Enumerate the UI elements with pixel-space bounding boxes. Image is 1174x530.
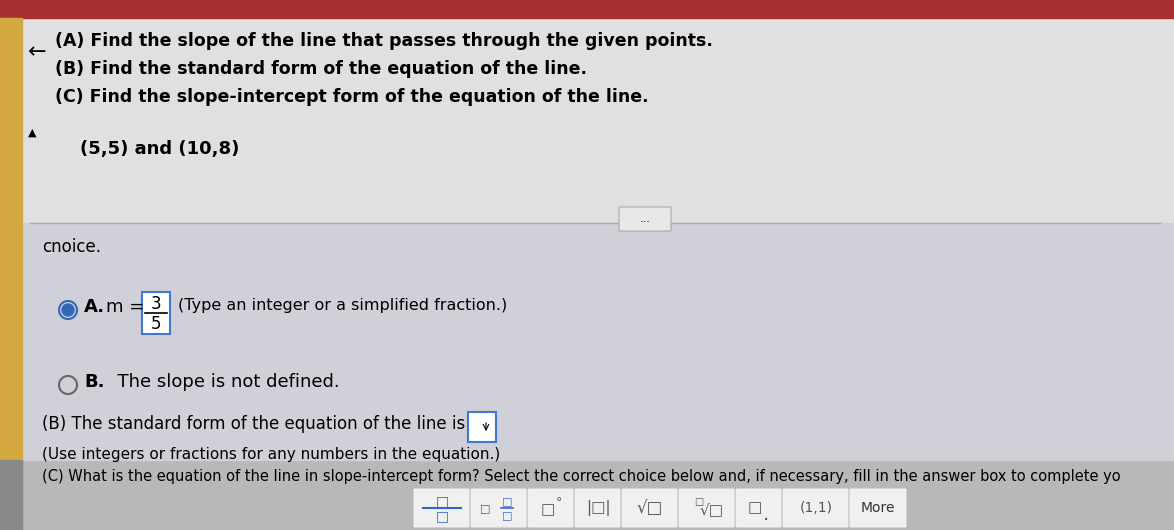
Text: (B) Find the standard form of the equation of the line.: (B) Find the standard form of the equati…	[55, 60, 587, 78]
Bar	[22, 223, 1174, 460]
Text: °: °	[555, 497, 562, 509]
FancyBboxPatch shape	[849, 488, 908, 528]
Text: cnoice.: cnoice.	[42, 238, 101, 256]
Text: (C) Find the slope-intercept form of the equation of the line.: (C) Find the slope-intercept form of the…	[55, 88, 648, 106]
Text: B.: B.	[85, 373, 104, 391]
FancyBboxPatch shape	[468, 412, 495, 442]
Text: □: □	[436, 509, 448, 523]
Text: |□|: |□|	[586, 500, 610, 516]
Text: More: More	[861, 501, 896, 515]
Text: The slope is not defined.: The slope is not defined.	[106, 373, 339, 391]
Text: (Type an integer or a simplified fraction.): (Type an integer or a simplified fractio…	[178, 298, 507, 313]
Text: √□: √□	[700, 502, 724, 517]
Text: ←: ←	[28, 42, 47, 62]
Bar	[0, 460, 22, 530]
Text: (A) Find the slope of the line that passes through the given points.: (A) Find the slope of the line that pass…	[55, 32, 713, 50]
Text: 3: 3	[150, 295, 161, 313]
FancyBboxPatch shape	[621, 488, 679, 528]
Text: 5: 5	[150, 315, 161, 333]
Bar	[0, 460, 1174, 530]
Bar	[0, 0, 1174, 18]
FancyBboxPatch shape	[619, 207, 672, 231]
Text: √□: √□	[636, 499, 663, 517]
Bar	[22, 18, 1174, 223]
Text: □: □	[541, 502, 555, 517]
FancyBboxPatch shape	[470, 488, 528, 528]
Text: ▲: ▲	[28, 128, 36, 138]
Text: ...: ...	[640, 214, 650, 224]
Text: A.: A.	[85, 298, 106, 316]
FancyBboxPatch shape	[527, 488, 575, 528]
FancyBboxPatch shape	[735, 488, 783, 528]
Text: □: □	[480, 503, 491, 513]
Text: (1,1): (1,1)	[799, 501, 832, 515]
Bar	[0, 18, 22, 530]
Text: □: □	[501, 510, 512, 520]
FancyBboxPatch shape	[142, 292, 170, 334]
FancyBboxPatch shape	[782, 488, 850, 528]
FancyBboxPatch shape	[679, 488, 736, 528]
Text: (Use integers or fractions for any numbers in the equation.): (Use integers or fractions for any numbe…	[42, 447, 500, 462]
FancyBboxPatch shape	[574, 488, 622, 528]
FancyBboxPatch shape	[413, 488, 471, 528]
Text: □: □	[501, 496, 512, 506]
Circle shape	[62, 304, 74, 316]
Text: □: □	[748, 500, 762, 516]
Text: (C) What is the equation of the line in slope-intercept form? Select the correct: (C) What is the equation of the line in …	[42, 469, 1121, 484]
Text: m =: m =	[106, 298, 144, 316]
Text: □: □	[436, 494, 448, 508]
Text: .: .	[763, 505, 769, 524]
Text: (B) The standard form of the equation of the line is: (B) The standard form of the equation of…	[42, 415, 465, 433]
Text: □: □	[694, 497, 703, 507]
Text: (5,5) and (10,8): (5,5) and (10,8)	[80, 140, 239, 158]
